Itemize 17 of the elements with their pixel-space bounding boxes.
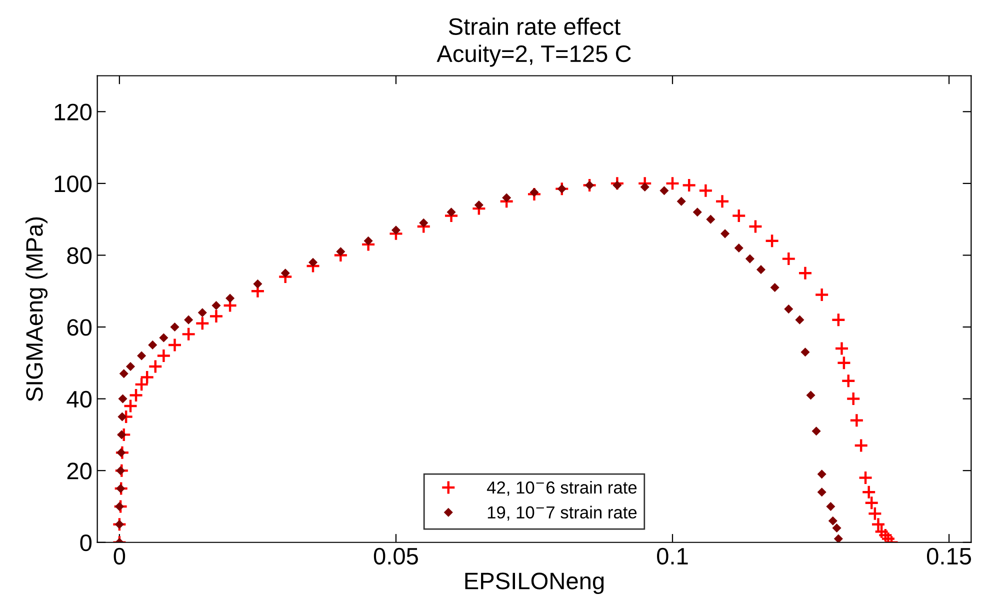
y-tick-label: 100 [54,176,92,192]
y-tick-label: 120 [54,104,92,120]
x-tick-label: 0 [114,548,126,565]
y-tick-label: 60 [67,319,92,336]
chart-subtitle: Acuity=2, T=125 C [436,44,631,67]
legend-label: 19, 10$^{−}$7 strain rate [488,506,637,521]
chart-title: Strain rate effect [448,18,620,35]
x-tick-label: 0.15 [926,548,972,565]
x-axis-title: EPSILONeng [465,572,604,594]
legend-label: 42, 10$^{−}$6 strain rate [486,480,637,496]
x-tick-label: 0.05 [374,548,418,565]
y-tick-label: 40 [66,390,92,408]
y-tick-label: 80 [67,247,92,264]
y-axis-title: SIGMAeng (MPa) [25,217,48,402]
y-tick-label: 0 [80,534,92,552]
x-tick-label: 0.1 [657,548,688,565]
y-tick-label: 20 [67,462,92,480]
